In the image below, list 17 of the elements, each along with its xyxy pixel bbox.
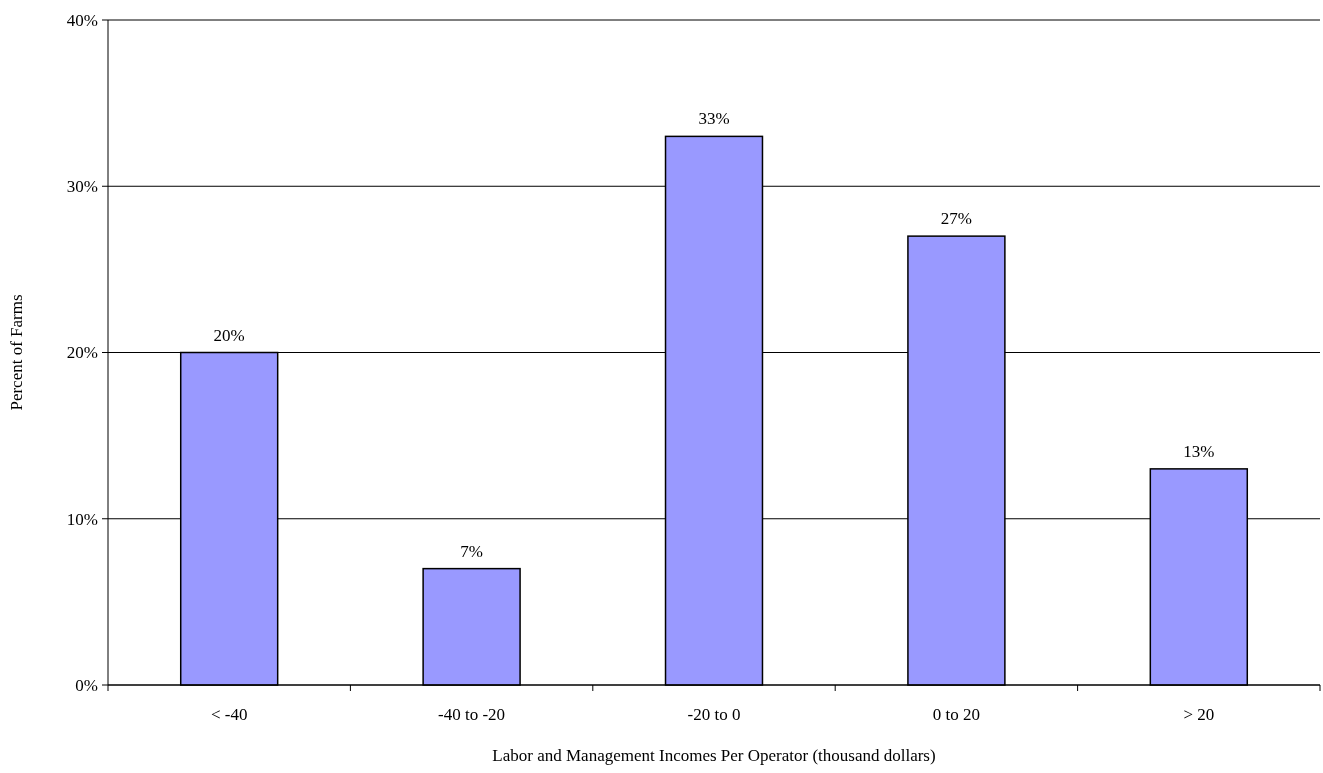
data-label: 13% — [1183, 441, 1215, 461]
x-axis-title: Labor and Management Incomes Per Operator (thousand dollars) — [492, 746, 936, 765]
data-label: 20% — [213, 325, 245, 345]
data-label: 27% — [940, 209, 972, 229]
data-label: 7% — [460, 541, 483, 561]
y-tick-label: 30% — [66, 177, 98, 197]
x-tick-label: -40 to -20 — [438, 705, 506, 724]
x-tick-label: 0 to 20 — [932, 705, 981, 724]
y-tick-label: 20% — [66, 343, 98, 363]
data-label: 33% — [698, 109, 730, 129]
x-tick-label: -20 to 0 — [687, 705, 741, 724]
y-tick-label: 10% — [66, 509, 98, 529]
x-tick-label: < -40 — [210, 705, 248, 724]
x-tick-label: > 20 — [1183, 705, 1215, 724]
y-axis-title: Percent of Farms — [7, 294, 26, 411]
y-tick-label: 0% — [75, 675, 98, 695]
y-tick-label: 40% — [66, 10, 98, 30]
